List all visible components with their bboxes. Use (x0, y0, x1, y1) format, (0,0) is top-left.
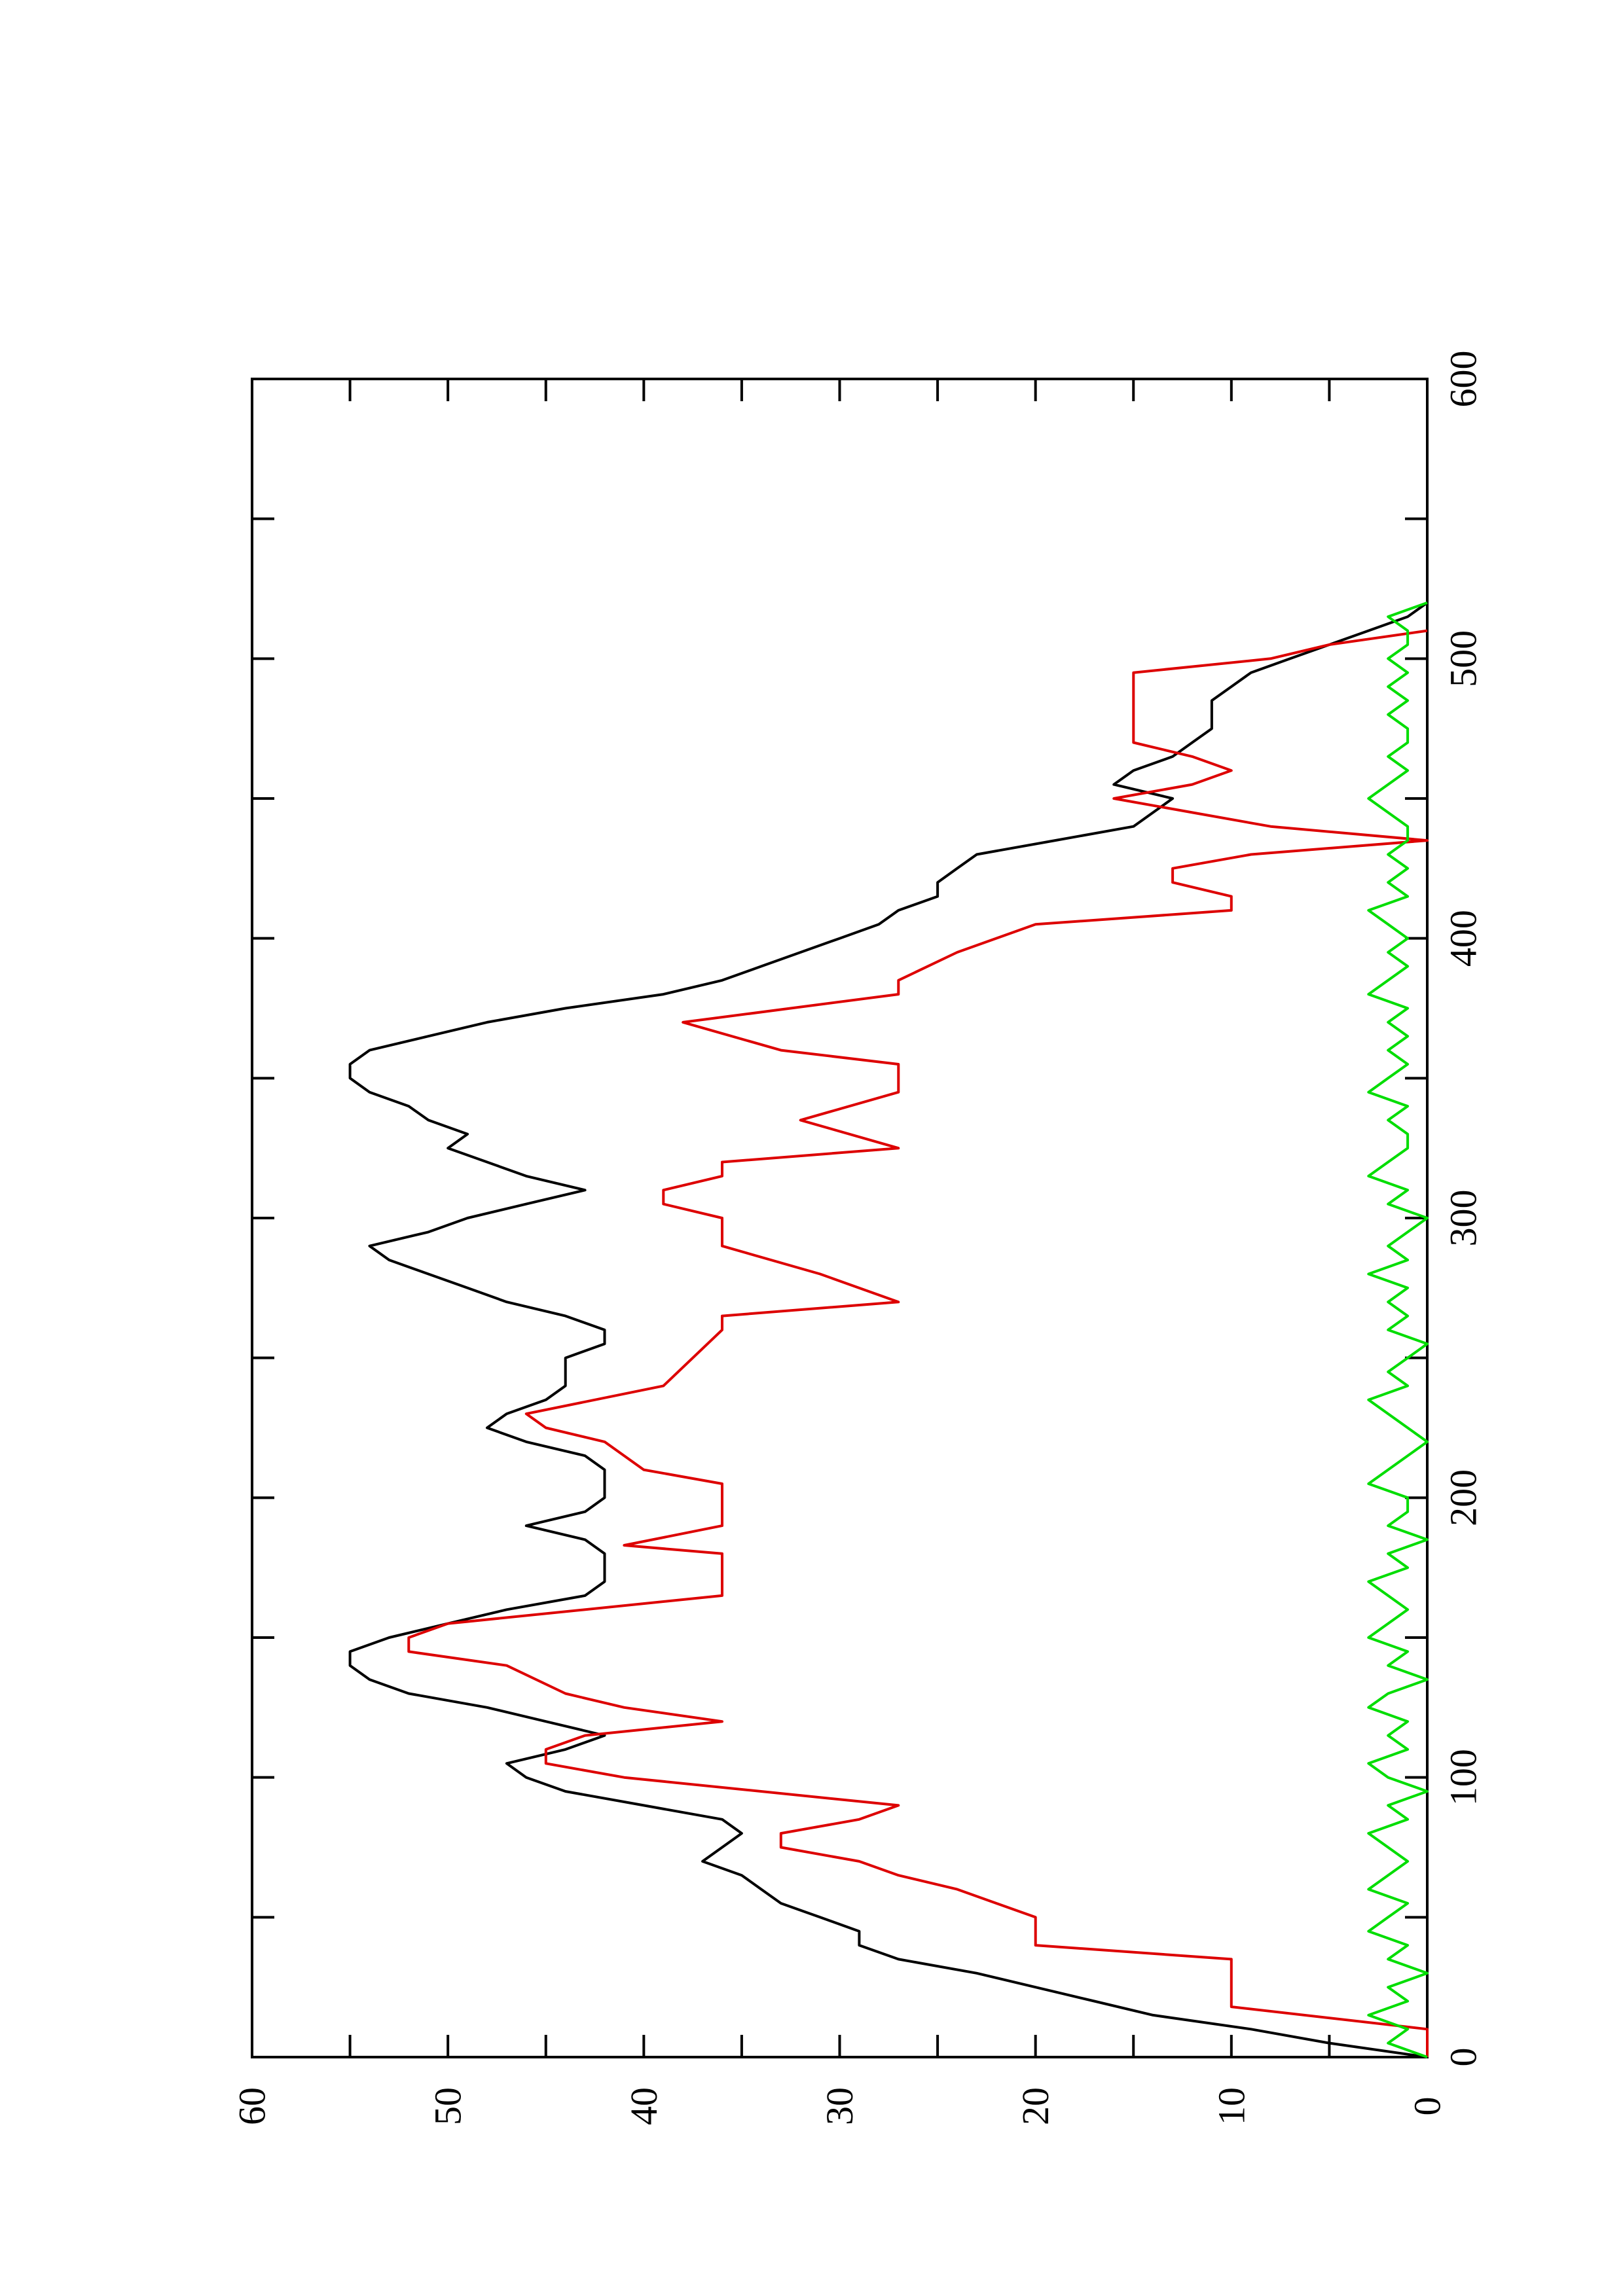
y-tick-label: 40 (623, 2087, 665, 2125)
x-tick-label: 400 (1442, 910, 1485, 967)
y-tick-label: 50 (427, 2087, 469, 2125)
x-tick-label: 300 (1442, 1190, 1485, 1247)
plot-frame (251, 378, 1429, 2058)
series-group (348, 601, 1429, 2058)
y-tick-label: 30 (818, 2087, 861, 2125)
x-tick-label: 0 (1442, 2048, 1485, 2067)
x-tick-label: 500 (1442, 630, 1485, 687)
y-tick-label: 0 (1406, 2097, 1449, 2116)
x-tick-label: 600 (1442, 351, 1485, 408)
series-line-2 (407, 629, 1429, 2057)
y-tick-label: 10 (1210, 2087, 1252, 2125)
axis-tick-labels: 0 100 200 300 400 500 600 0 10 20 30 40 50 60 (231, 351, 1485, 2126)
series-line-3 (1367, 601, 1429, 2058)
series-line-1 (348, 601, 1429, 2058)
y-tick-label: 20 (1014, 2087, 1057, 2125)
axis-ticks (251, 378, 1429, 2058)
y-tick-label: 60 (231, 2087, 274, 2125)
x-tick-label: 200 (1442, 1469, 1485, 1526)
x-tick-label: 100 (1442, 1749, 1485, 1806)
